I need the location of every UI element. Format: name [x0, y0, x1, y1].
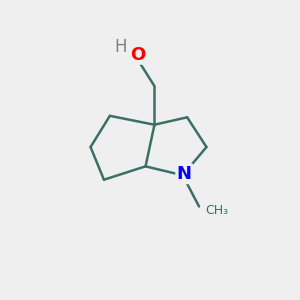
Text: O: O — [130, 46, 146, 64]
Text: H: H — [114, 38, 127, 56]
Text: N: N — [177, 165, 192, 183]
Text: CH₃: CH₃ — [206, 204, 229, 218]
